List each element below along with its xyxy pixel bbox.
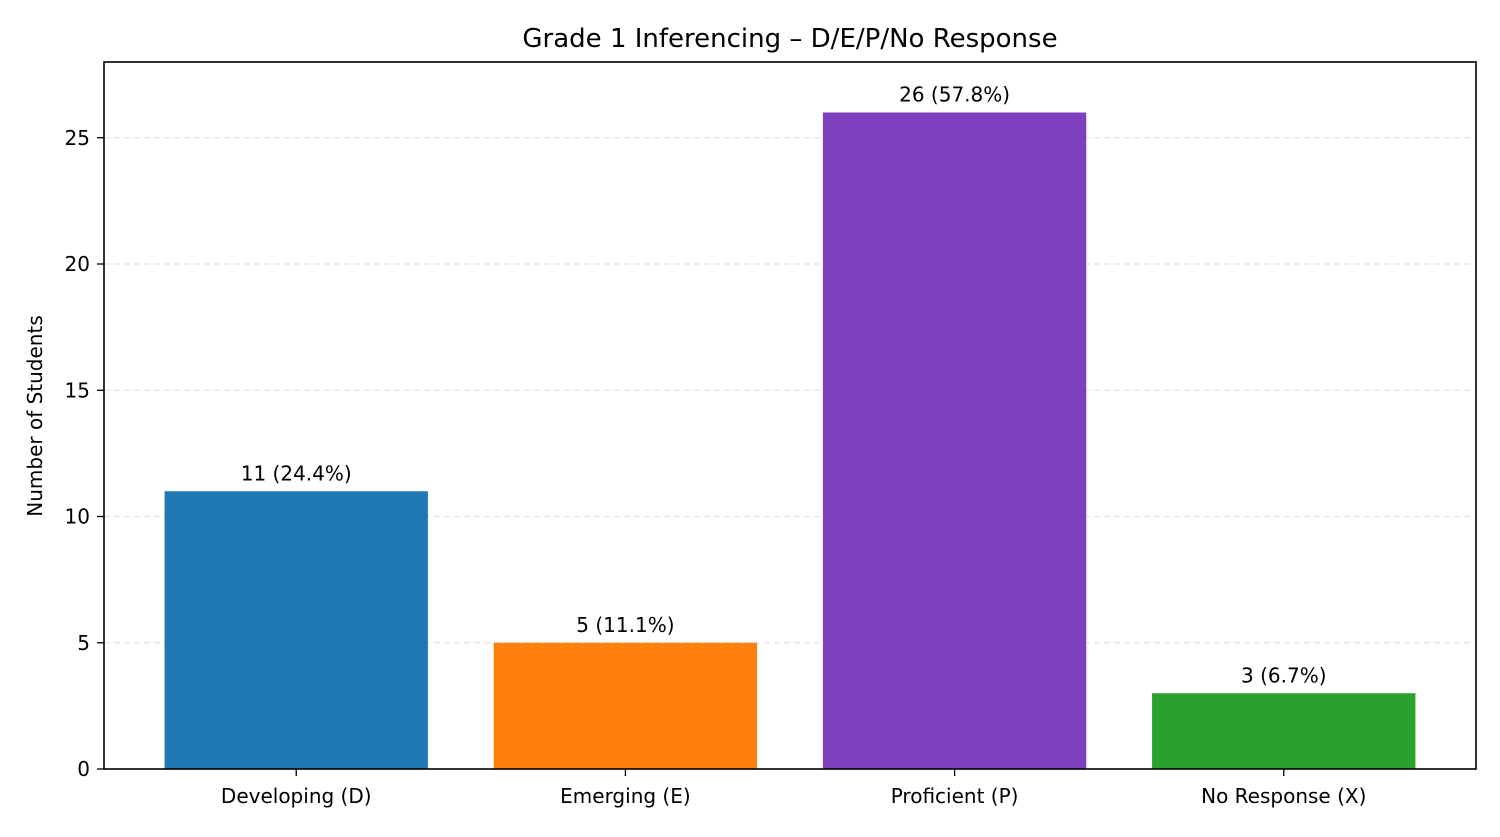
bar-3 — [1152, 693, 1416, 769]
data-label: 26 (57.8%) — [899, 83, 1010, 107]
x-tick-label: Developing (D) — [221, 784, 372, 808]
bar-1 — [493, 642, 758, 769]
plot-frame — [103, 61, 1477, 770]
y-tick-label: 20 — [65, 252, 90, 276]
data-label: 11 (24.4%) — [241, 461, 352, 485]
y-tick-label: 0 — [77, 757, 90, 781]
y-tick-label: 15 — [65, 378, 90, 402]
bar-2 — [822, 112, 1087, 769]
x-tick-label: No Response (X) — [1201, 784, 1366, 808]
y-tick-label: 25 — [65, 126, 90, 150]
chart-title: Grade 1 Inferencing – D/E/P/No Response — [522, 24, 1057, 54]
bar-0 — [164, 491, 428, 769]
x-tick-label: Emerging (E) — [560, 784, 691, 808]
y-tick-label: 5 — [77, 631, 90, 655]
y-tick-label: 10 — [65, 505, 90, 529]
data-label: 5 (11.1%) — [576, 613, 674, 637]
y-axis-label: Number of Students — [23, 315, 47, 516]
data-label: 3 (6.7%) — [1241, 663, 1327, 687]
x-tick-label: Proficient (P) — [891, 784, 1019, 808]
